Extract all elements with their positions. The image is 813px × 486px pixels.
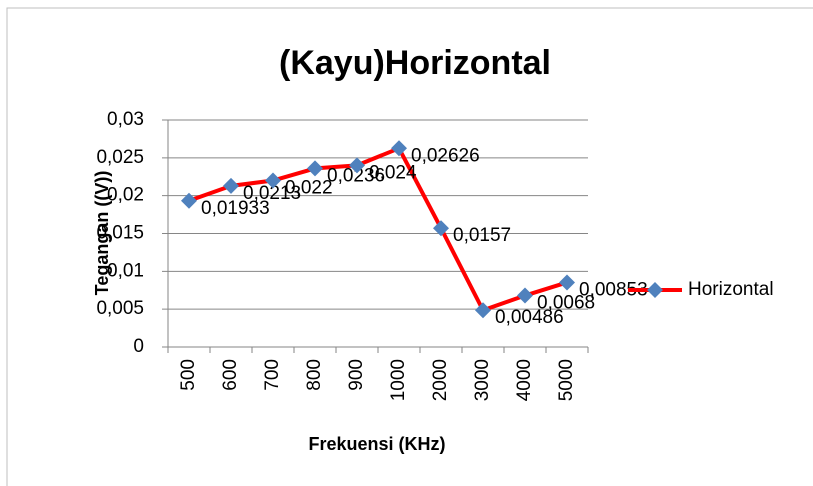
legend-marker xyxy=(647,282,663,298)
x-tick-label: 5000 xyxy=(556,359,577,401)
y-tick-label: 0,01 xyxy=(107,260,144,281)
y-tick-label: 0,03 xyxy=(107,109,144,130)
marker xyxy=(517,287,533,304)
chart-border xyxy=(6,7,813,486)
x-tick-label: 3000 xyxy=(472,359,493,401)
data-label: 0,0068 xyxy=(537,293,595,314)
marker xyxy=(223,177,239,194)
data-label: 0,022 xyxy=(285,178,333,199)
y-tick-label: 0 xyxy=(133,336,144,357)
y-tick-label: 0,015 xyxy=(96,223,144,244)
data-label: 0,0236 xyxy=(327,165,385,186)
data-label: 0,0213 xyxy=(243,183,301,204)
marker xyxy=(181,192,197,209)
y-tick-label: 0,005 xyxy=(96,298,144,319)
x-tick-label: 4000 xyxy=(514,359,535,401)
data-label: 0,024 xyxy=(369,162,417,183)
x-axis-label: Frekuensi (KHz) xyxy=(308,434,445,454)
marker xyxy=(391,140,407,157)
data-label: 0,0157 xyxy=(453,225,511,246)
x-tick-label: 600 xyxy=(220,359,241,391)
legend-label: Horizontal xyxy=(688,279,774,300)
y-axis-label: Tegangan ((V)) xyxy=(92,171,112,296)
x-tick-label: 800 xyxy=(304,359,325,391)
y-tick-label: 0,02 xyxy=(107,185,144,206)
x-tick-label: 500 xyxy=(178,359,199,391)
x-tick-label: 1000 xyxy=(388,359,409,401)
marker xyxy=(559,274,575,291)
x-tick-label: 700 xyxy=(262,359,283,391)
marker xyxy=(349,157,365,174)
marker xyxy=(265,172,281,189)
marker xyxy=(433,220,449,237)
data-label: 0,01933 xyxy=(201,198,270,219)
line xyxy=(188,146,568,313)
y-tick-label: 0,025 xyxy=(96,147,144,168)
marker xyxy=(475,302,491,319)
x-tick-label: 2000 xyxy=(430,359,451,401)
data-label: 0,00853 xyxy=(579,279,648,300)
chart-title: (Kayu)Horizontal xyxy=(279,44,551,82)
data-label: 0,02626 xyxy=(411,145,480,166)
marker xyxy=(307,160,323,177)
data-label: 0,00486 xyxy=(495,307,564,328)
x-tick-label: 900 xyxy=(346,359,367,391)
